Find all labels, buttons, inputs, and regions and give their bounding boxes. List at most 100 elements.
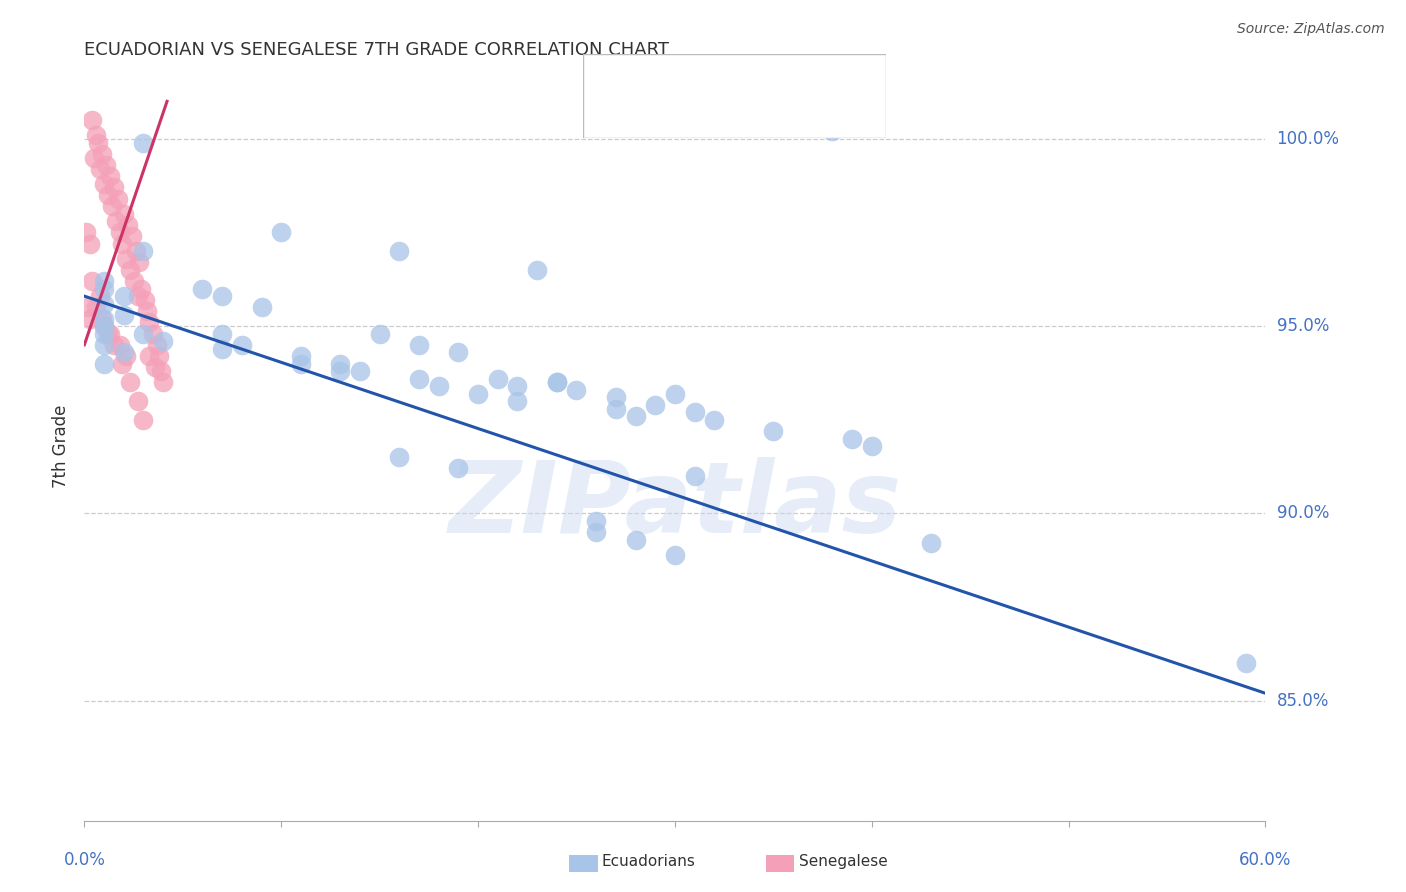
Point: [270, 226, 292, 240]
Text: Source: ZipAtlas.com: Source: ZipAtlas.com: [1237, 22, 1385, 37]
Point: [97, 326, 120, 341]
Point: [75, 226, 97, 240]
Point: [108, 338, 131, 352]
Point: [132, 413, 155, 427]
Point: [132, 326, 155, 341]
Bar: [592, 62, 623, 89]
Point: [93, 177, 115, 191]
Point: [112, 345, 135, 359]
Point: [664, 548, 686, 562]
Point: [585, 525, 607, 540]
Point: [148, 349, 170, 363]
Point: [121, 229, 143, 244]
Point: [112, 207, 135, 221]
Point: [683, 405, 706, 419]
Text: 85.0%: 85.0%: [1277, 692, 1329, 710]
Point: [111, 236, 134, 251]
Point: [93, 296, 115, 310]
Point: [683, 469, 706, 483]
Point: [152, 376, 174, 390]
Point: [127, 394, 149, 409]
Text: N =: N =: [759, 69, 793, 84]
Point: [79, 311, 101, 326]
Point: [131, 282, 153, 296]
Point: [191, 282, 214, 296]
Point: [506, 394, 529, 409]
Point: [920, 536, 942, 550]
Point: [97, 188, 120, 202]
Text: 0.523: 0.523: [681, 110, 728, 125]
Text: 60.0%: 60.0%: [1239, 851, 1292, 869]
Point: [103, 180, 125, 194]
Point: [467, 386, 489, 401]
Point: [408, 371, 430, 385]
Point: [103, 338, 125, 352]
Point: [136, 304, 159, 318]
Point: [112, 289, 135, 303]
Point: [388, 244, 411, 259]
Point: [605, 401, 627, 416]
Point: [93, 311, 115, 326]
Text: R =: R =: [631, 69, 665, 84]
Point: [122, 274, 145, 288]
Point: [82, 274, 104, 288]
Point: [211, 326, 233, 341]
Point: [447, 461, 470, 475]
Point: [93, 357, 115, 371]
Point: [84, 128, 107, 142]
Point: [98, 326, 121, 341]
Point: [93, 338, 115, 352]
Point: [329, 357, 352, 371]
Point: [447, 345, 470, 359]
Point: [486, 371, 509, 385]
Point: [98, 169, 121, 184]
Text: -0.471: -0.471: [681, 69, 730, 84]
Point: [93, 326, 115, 341]
Point: [79, 236, 101, 251]
Point: [128, 255, 150, 269]
Point: [860, 439, 883, 453]
Y-axis label: 7th Grade: 7th Grade: [52, 404, 70, 488]
Point: [1234, 657, 1257, 671]
Point: [664, 386, 686, 401]
Point: [349, 364, 371, 378]
Point: [118, 376, 141, 390]
Text: ZIPatlas: ZIPatlas: [449, 458, 901, 555]
Point: [644, 398, 666, 412]
Text: 95.0%: 95.0%: [1277, 318, 1329, 335]
Point: [91, 146, 114, 161]
Point: [329, 364, 352, 378]
Text: Senegalese: Senegalese: [799, 855, 887, 869]
Point: [94, 158, 117, 172]
Point: [114, 349, 136, 363]
Point: [703, 413, 725, 427]
Point: [132, 244, 155, 259]
Point: [82, 113, 104, 128]
Point: [231, 338, 253, 352]
Point: [93, 282, 115, 296]
Point: [624, 409, 647, 423]
Point: [117, 218, 139, 232]
Point: [127, 289, 149, 303]
Point: [506, 379, 529, 393]
Point: [138, 349, 160, 363]
Text: 61: 61: [804, 69, 824, 84]
Text: ECUADORIAN VS SENEGALESE 7TH GRADE CORRELATION CHART: ECUADORIAN VS SENEGALESE 7TH GRADE CORRE…: [84, 41, 669, 59]
Point: [89, 161, 111, 176]
Text: N =: N =: [759, 110, 793, 125]
Point: [605, 390, 627, 404]
Point: [290, 349, 312, 363]
Point: [585, 514, 607, 528]
Point: [107, 192, 129, 206]
Point: [388, 450, 411, 465]
Text: 0.0%: 0.0%: [63, 851, 105, 869]
Point: [84, 301, 107, 315]
Point: [546, 376, 568, 390]
Text: R =: R =: [631, 110, 665, 125]
Point: [152, 334, 174, 348]
Point: [89, 289, 111, 303]
Point: [408, 338, 430, 352]
Point: [134, 293, 156, 307]
Point: [93, 319, 115, 334]
Point: [290, 357, 312, 371]
